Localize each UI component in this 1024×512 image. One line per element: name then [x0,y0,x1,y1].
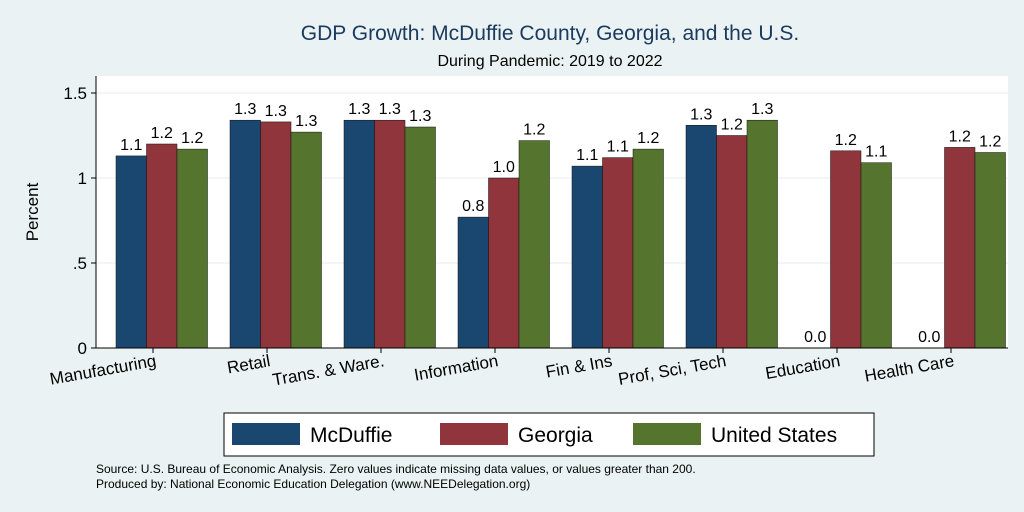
bar [518,140,550,349]
legend-swatch [440,423,508,445]
x-axis: Manufacturing Retail Trans. & Ware. Informa… [48,347,1008,390]
bar-value-label: 1.1 [576,147,598,164]
legend: McDuffie Georgia United States [223,412,875,457]
bar-value-label: 1.2 [523,122,545,139]
bar-value-label: 1.3 [265,103,287,120]
bar [685,125,717,349]
bar-value-label: 1.3 [751,101,773,118]
bar [115,155,147,349]
bar-value-label: 1.0 [493,159,515,176]
bar-labels-layer: 1.1 1.3 1.3 0.8 1.1 1.3 0.0 0.0 1.2 1.3 1.3 1.0 1.1 1… [120,101,1001,346]
bar [374,119,406,349]
bar [290,131,322,349]
bar [716,135,748,349]
legend-label: United States [711,424,837,447]
y-tick-label: 1 [78,169,87,188]
bar [944,147,976,349]
y-axis-label: Percent [23,182,42,241]
bar-value-label: 1.3 [690,106,712,123]
bar [176,148,208,349]
bar-value-label: 1.3 [234,101,256,118]
bar [571,165,603,349]
bar-value-label: 0.0 [918,329,940,346]
bar-value-label: 1.2 [721,117,743,134]
bar [457,216,489,349]
x-tick-label: Retail [226,351,272,377]
y-tick-label: .5 [73,254,87,273]
bar-value-label: 1.1 [865,144,887,161]
legend-label: Georgia [518,424,593,447]
bar-value-label: 1.3 [348,101,370,118]
bar [404,126,436,349]
bar [229,119,261,349]
legend-label: McDuffie [310,424,392,447]
bar-value-label: 1.2 [949,128,971,145]
bar-value-label: 1.2 [979,134,1001,151]
bar-value-label: 1.2 [181,130,203,147]
bar [860,162,892,349]
bar-value-label: 0.0 [804,329,826,346]
bars-layer [115,119,1006,349]
bar-value-label: 1.1 [120,137,142,154]
bar [602,157,634,349]
bar-value-label: 1.2 [637,130,659,147]
x-tick-label: Education [764,351,842,383]
bar-value-label: 1.3 [295,113,317,130]
bar [260,121,292,349]
bar-value-label: 1.1 [607,139,629,156]
x-tick-label: Manufacturing [48,351,157,388]
bar-value-label: 1.2 [835,132,857,149]
bar [830,150,862,349]
x-tick-label: Information [413,351,500,384]
legend-box [223,412,875,457]
producer-note: Produced by: National Economic Education… [96,477,531,491]
y-tick-label: 1.5 [63,84,87,103]
bar-value-label: 1.3 [379,101,401,118]
y-axis: 0 .5 1 1.5 [63,84,96,358]
x-tick-label: Fin & Ins [544,351,613,381]
bar-value-label: 0.8 [462,198,484,215]
bar [488,177,520,349]
source-note: Source: U.S. Bureau of Economic Analysis… [96,462,696,476]
bar [632,148,664,349]
y-tick-label: 0 [78,339,87,358]
bar [146,143,178,349]
x-tick-label: Prof, Sci, Tech [617,351,728,389]
chart-subtitle: During Pandemic: 2019 to 2022 [437,53,662,70]
bar [746,119,778,349]
bar [343,119,375,349]
chart-title: GDP Growth: McDuffie County, Georgia, an… [301,22,799,45]
x-tick-label: Trans. & Ware. [271,351,386,389]
legend-swatch [232,423,300,445]
bar [974,152,1006,349]
legend-swatch [633,423,701,445]
bar-value-label: 1.3 [409,108,431,125]
x-tick-label: Health Care [863,351,956,385]
bar-value-label: 1.2 [151,125,173,142]
